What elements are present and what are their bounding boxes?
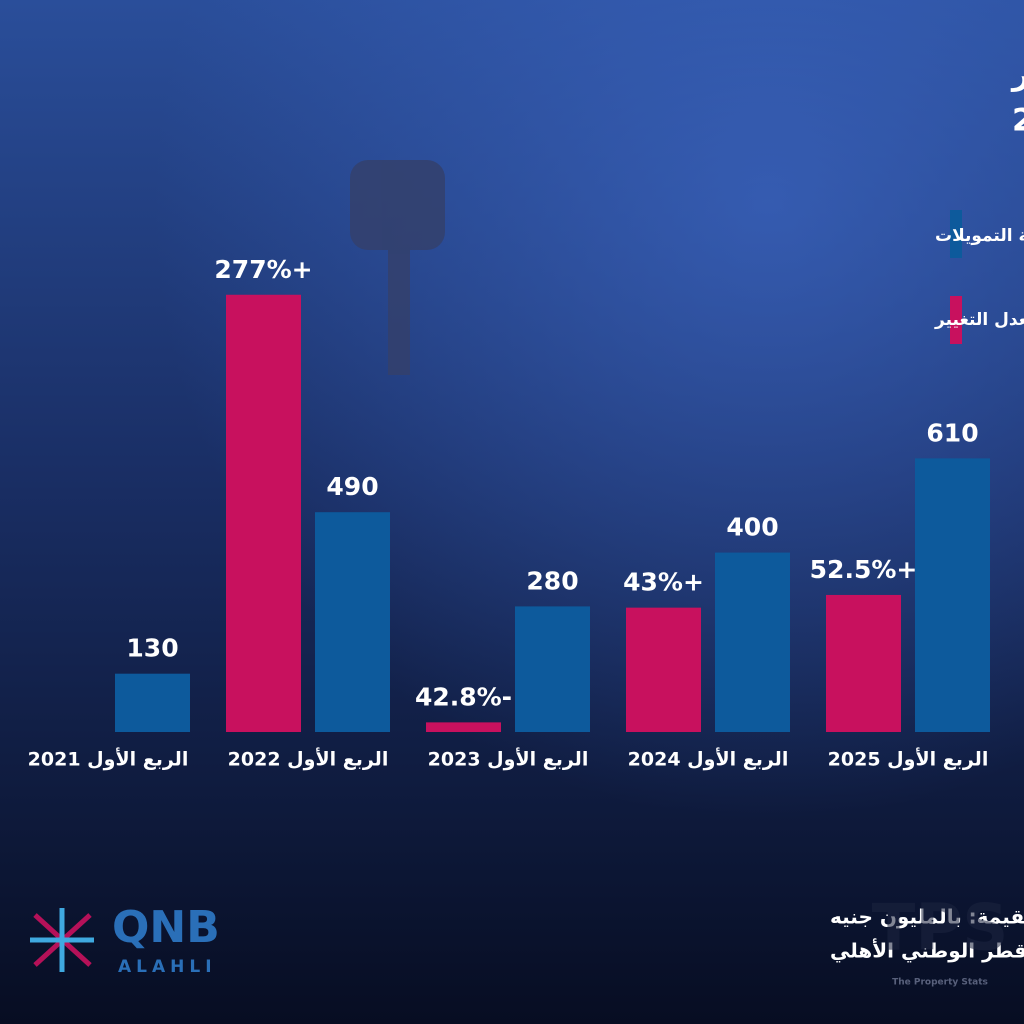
value-label: 130: [126, 634, 178, 663]
bar: [715, 552, 790, 732]
legend-swatch: [950, 210, 962, 258]
logo-text: ALAHLI: [118, 957, 217, 977]
x-tick-label: الربع الأول 2022: [228, 748, 389, 771]
value-label: 280: [526, 566, 578, 595]
bar: [426, 722, 501, 732]
bar: [515, 606, 590, 732]
legend-label: معدل التغيير: [934, 310, 1024, 330]
chart-title: تطور التمويلات العقارية الممنوحة للأفراد…: [1010, 55, 1024, 93]
logo-text: QNB: [112, 902, 220, 953]
logo-text: The Property Stats: [892, 978, 988, 988]
brand-logo: TPS The Property Stats: [872, 892, 1009, 988]
value-label: +43%: [623, 568, 704, 597]
bar: [315, 512, 390, 732]
value-label: +52.5%: [810, 555, 918, 584]
key-decoration: [350, 160, 445, 375]
bar: [826, 594, 901, 732]
legend-label: قيمة التمويلات: [935, 226, 1024, 246]
value-label: 490: [326, 472, 378, 501]
x-tick-label: الربع الأول 2025: [828, 748, 989, 771]
chart-title: خلال الربع الأول من 2021>>2025: [1012, 101, 1024, 139]
x-tick-label: الربع الأول 2021: [28, 748, 189, 771]
value-label: 610: [926, 418, 978, 447]
value-label: 400: [726, 513, 778, 542]
legend: قيمة التمويلات معدل التغيير: [934, 210, 1024, 344]
legend-swatch: [950, 296, 962, 344]
bank-logo: QNB ALAHLI: [30, 902, 220, 977]
bar: [115, 673, 190, 732]
note: القيمة: بالمليون جنيه: [830, 905, 1024, 929]
logo-text: TPS: [872, 892, 1009, 966]
value-label: -42.8%: [415, 682, 512, 711]
bar: [626, 607, 701, 732]
note: المصدر: القوائم المالية لبنك قطر الوطني …: [830, 938, 1024, 964]
value-label: +277%: [214, 255, 312, 284]
bar: [226, 294, 301, 732]
x-tick-label: الربع الأول 2024: [628, 748, 789, 771]
x-tick-label: الربع الأول 2023: [428, 748, 589, 771]
bar: [915, 458, 990, 732]
